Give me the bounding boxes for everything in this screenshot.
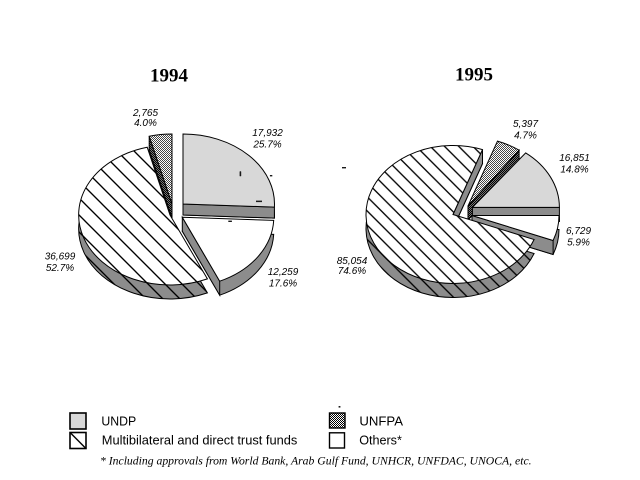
svg-text:52.7%: 52.7% [46,263,74,274]
svg-text:17.6%: 17.6% [269,279,297,290]
svg-text:17,932: 17,932 [252,128,283,139]
svg-text:5.9%: 5.9% [567,238,590,249]
svg-text:16,851: 16,851 [559,153,590,164]
svg-text:* Including approvals from Wor: * Including approvals from World Bank, A… [100,455,532,468]
svg-text:14.8%: 14.8% [560,165,588,176]
svg-text:4.7%: 4.7% [514,131,537,142]
svg-text:2,765: 2,765 [132,108,158,119]
svg-text:4.0%: 4.0% [134,118,157,129]
svg-text:UNDP: UNDP [101,414,136,428]
svg-text:1995: 1995 [455,65,493,86]
svg-text:UNFPA: UNFPA [359,414,403,428]
svg-text:36,699: 36,699 [45,252,76,263]
svg-text:Others*: Others* [359,434,402,448]
svg-text:Multibilateral and direct trus: Multibilateral and direct trust funds [102,434,297,448]
svg-text:85,054: 85,054 [337,256,368,267]
svg-text:1994: 1994 [150,66,189,87]
svg-text:5,397: 5,397 [513,119,538,130]
svg-text:74.6%: 74.6% [338,266,366,277]
svg-text:25.7%: 25.7% [252,139,281,150]
svg-text:6,729: 6,729 [566,226,591,237]
svg-text:12,259: 12,259 [268,267,299,278]
